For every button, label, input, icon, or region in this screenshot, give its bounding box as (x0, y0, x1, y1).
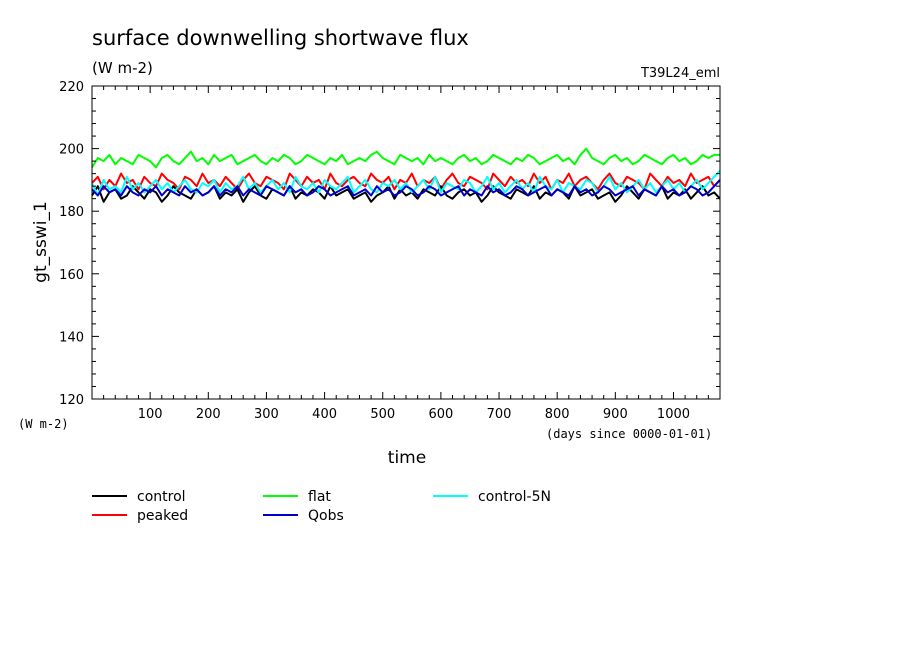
x-axis-title: time (388, 448, 426, 468)
y-tick-label: 160 (59, 268, 84, 283)
series-line-flat (91, 147, 720, 169)
y-tick-label: 180 (59, 205, 84, 220)
legend: control peaked flat Qobs control-5N (92, 489, 551, 524)
x-tick-label: 100 (138, 407, 163, 422)
x-tick-label: 900 (603, 407, 628, 422)
legend-item-control: control (92, 489, 186, 505)
series-layer (91, 147, 721, 203)
x-axis-units: (days since 0000-01-01) (546, 427, 712, 441)
ticks-layer: 100 200 300 400 500 600 700 800 900 1000 120 140 160… (59, 80, 720, 422)
legend-item-peaked: peaked (92, 508, 188, 524)
chart-units: (W m-2) (92, 59, 153, 77)
y-tick-label: 120 (59, 393, 84, 408)
x-tick-label: 300 (254, 407, 279, 422)
series-line-control-5n (91, 169, 721, 197)
run-tag: T39L24_eml (640, 66, 720, 81)
legend-label-peaked: peaked (137, 508, 188, 524)
legend-label-flat: flat (308, 489, 331, 505)
x-tick-label: 1000 (657, 407, 690, 422)
legend-item-flat: flat (263, 489, 331, 505)
chart-title: surface downwelling shortwave flux (92, 26, 469, 50)
y-tick-label: 140 (59, 330, 84, 345)
series-line-qobs (91, 179, 721, 197)
x-tick-label: 800 (545, 407, 570, 422)
x-tick-label: 400 (312, 407, 337, 422)
y-axis-title: gt_sswi_1 (31, 201, 51, 283)
plot-frame (91, 85, 721, 400)
legend-label-control-5n: control-5N (478, 489, 551, 505)
legend-item-control-5n: control-5N (433, 489, 551, 505)
legend-item-qobs: Qobs (263, 508, 344, 524)
x-tick-label: 500 (370, 407, 395, 422)
x-tick-label: 200 (196, 407, 221, 422)
x-tick-label: 700 (487, 407, 512, 422)
y-axis-units: (W m-2) (18, 417, 69, 431)
y-tick-label: 220 (59, 80, 84, 95)
y-tick-label: 200 (59, 143, 84, 158)
x-tick-label: 600 (428, 407, 453, 422)
legend-label-qobs: Qobs (308, 508, 344, 524)
legend-label-control: control (137, 489, 186, 505)
